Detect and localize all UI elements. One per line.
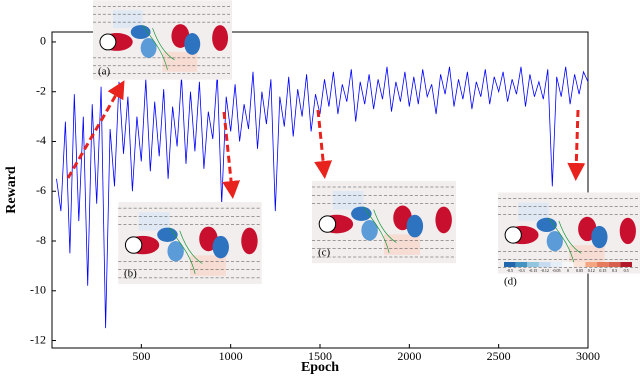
colorbar-label: 0 <box>567 268 569 273</box>
inset-label: (a) <box>98 66 111 78</box>
arrows <box>66 80 586 199</box>
colorbar: -0.5 -0.3 -0.15 -0.12 -0.05 0 0.05 0.12 0.15 0.3 0… <box>504 262 632 273</box>
x-axis-label: Epoch <box>301 360 339 375</box>
colorbar-cell <box>504 262 516 267</box>
x-tick-label: 3000 <box>576 349 600 363</box>
colorbar-label: -0.12 <box>541 268 549 273</box>
y-tick-label: -2 <box>36 83 46 97</box>
colorbar-label: -0.5 <box>507 268 513 273</box>
colorbar-label: 0.15 <box>599 268 606 273</box>
y-tick-label: 0 <box>40 34 46 48</box>
colorbar-cell <box>620 262 632 267</box>
arrow <box>66 80 125 179</box>
inset-label: (b) <box>124 268 137 280</box>
y-tick-label: -4 <box>36 133 46 147</box>
arrow <box>314 109 333 179</box>
colorbar-cell <box>527 262 539 267</box>
y-tick-label: -10 <box>30 283 46 297</box>
colorbar-label: 0.12 <box>588 268 595 273</box>
colorbar-cell <box>538 262 551 267</box>
inset-label: (c) <box>318 247 331 259</box>
colorbar-label: 0.5 <box>624 268 629 273</box>
inset-d: (d) -0.5 -0.3 -0.15 -0.12 -0.05 0 0.05 0.12 0.15… <box>498 191 640 288</box>
colorbar-cell <box>608 262 621 267</box>
inset-c: (c) <box>312 180 456 264</box>
inset-label: (d) <box>504 276 517 288</box>
x-tick-label: 1000 <box>219 349 243 363</box>
reward-line <box>56 66 589 329</box>
colorbar-cell <box>585 262 598 267</box>
x-tick-label: 2000 <box>397 349 421 363</box>
colorbar-cell <box>550 262 563 267</box>
colorbar-label: 0.3 <box>612 268 617 273</box>
arrow <box>222 111 241 199</box>
x-tick-label: 500 <box>132 349 150 363</box>
x-tick-label: 1500 <box>308 349 332 363</box>
colorbar-label: -0.15 <box>529 268 537 273</box>
inset-b: (b) <box>118 202 262 284</box>
y-axis-label: Reward <box>4 166 19 214</box>
y-tick-label: -8 <box>36 233 46 247</box>
colorbar-cell <box>573 262 586 267</box>
colorbar-cell <box>597 262 609 267</box>
colorbar-cell <box>562 262 574 267</box>
colorbar-cell <box>515 262 528 267</box>
colorbar-label: -0.05 <box>552 268 560 273</box>
y-tick-label: -6 <box>36 183 46 197</box>
colorbar-label: -0.3 <box>518 268 524 273</box>
plot-area: 500 1000 1500 2000 2500 3000 0 -2 -4 -6 -8 -10 -12 <box>30 34 600 363</box>
colorbar-label: 0.05 <box>576 268 583 273</box>
y-tick-label: -12 <box>30 332 46 346</box>
x-tick-label: 2500 <box>487 349 511 363</box>
arrow <box>567 109 586 181</box>
inset-a: (a) <box>93 0 232 80</box>
